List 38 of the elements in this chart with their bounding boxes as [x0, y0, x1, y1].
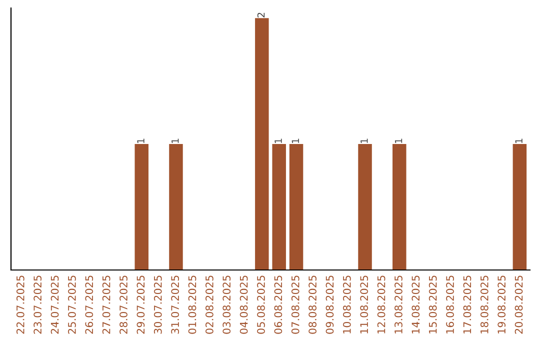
x-tick-label: 02.08.2025: [205, 276, 214, 334]
x-tick-label: 17.08.2025: [463, 276, 472, 334]
x-tick-label: 29.07.2025: [136, 276, 145, 334]
x-tick-label: 06.08.2025: [274, 276, 282, 334]
x-tick-label: 31.07.2025: [171, 276, 180, 334]
x-tick-label: 24.07.2025: [50, 276, 59, 334]
x-tick-label: 09.08.2025: [326, 276, 334, 334]
x-tick-label: 22.07.2025: [16, 276, 24, 334]
x-tick-label: 14.08.2025: [412, 276, 420, 334]
x-tick-label: 27.07.2025: [102, 276, 110, 334]
data-label: 1: [394, 138, 402, 143]
x-tick-label: 07.08.2025: [291, 276, 300, 334]
x-tick-label: 23.07.2025: [34, 276, 42, 334]
x-tick-label: 04.08.2025: [240, 276, 248, 334]
x-tick-label: 26.07.2025: [85, 276, 94, 334]
x-tick-label: 25.07.2025: [68, 276, 76, 334]
x-tick-label: 16.08.2025: [446, 276, 454, 334]
x-tick-label: 10.08.2025: [342, 276, 351, 334]
x-tick-label: 11.08.2025: [360, 276, 368, 334]
x-tick-label: 13.08.2025: [394, 276, 402, 334]
x-tick-label: 01.08.2025: [188, 276, 196, 334]
data-label: 1: [172, 138, 179, 143]
x-tick-label: 12.08.2025: [377, 276, 386, 334]
x-tick-label: 08.08.2025: [308, 276, 316, 334]
data-label: 1: [515, 138, 522, 143]
x-tick-label: 05.08.2025: [257, 276, 265, 334]
data-label: 1: [274, 138, 282, 143]
x-tick-label: 20.08.2025: [514, 276, 523, 334]
x-tick-label: 18.08.2025: [480, 276, 488, 334]
x-tick-label: 19.08.2025: [498, 276, 506, 334]
data-label: 1: [360, 138, 368, 143]
data-label: 1: [137, 138, 144, 143]
x-tick-label: 30.07.2025: [154, 276, 162, 334]
x-tick-label: 03.08.2025: [222, 276, 231, 334]
x-tick-label: 28.07.2025: [120, 276, 128, 334]
x-tick-label: 15.08.2025: [428, 276, 437, 334]
data-label: 2: [257, 12, 265, 18]
data-label: 1: [292, 138, 299, 143]
